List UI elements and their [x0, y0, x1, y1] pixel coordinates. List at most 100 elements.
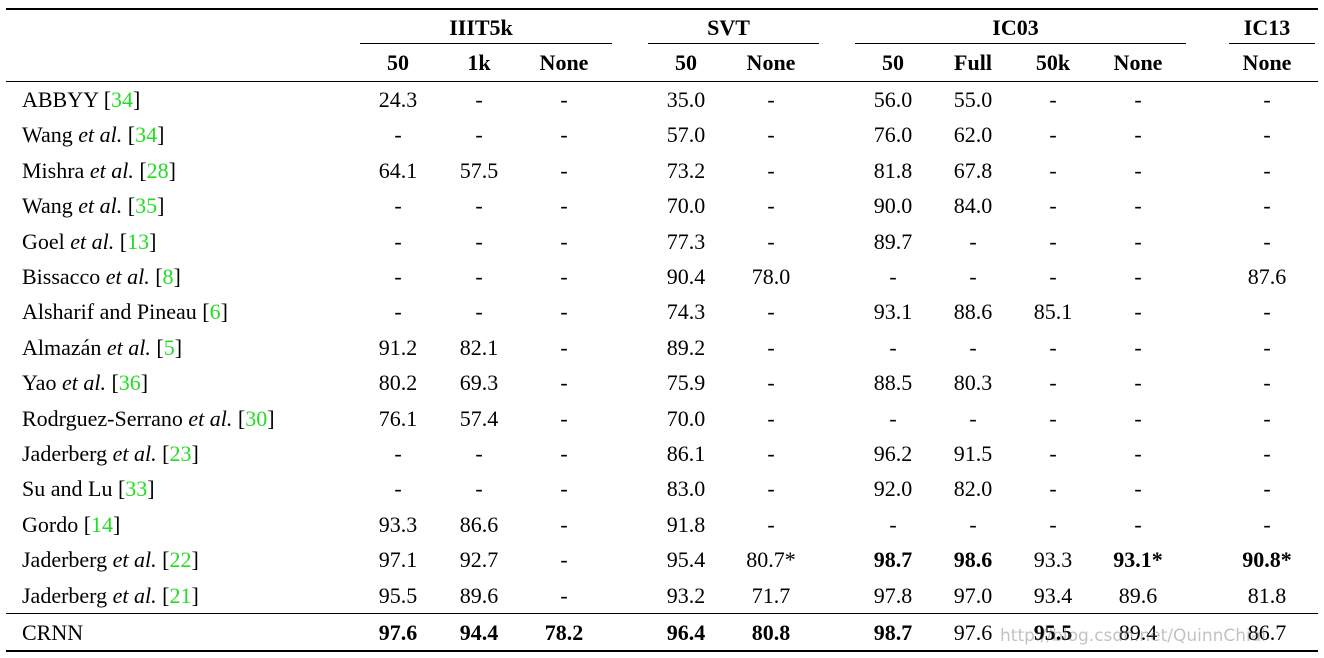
- method-name: Rodrguez-Serrano et al. [30]: [22, 405, 275, 431]
- et-al: et al.: [61, 370, 106, 396]
- cell: 70.0: [666, 193, 706, 219]
- citation: ]: [191, 582, 199, 608]
- citation: ]: [157, 122, 165, 148]
- rule: [1229, 43, 1315, 44]
- citation: ]: [149, 228, 157, 254]
- cell: 80.8: [751, 620, 791, 645]
- cell: 96.4: [666, 620, 706, 645]
- cell: 64.1: [378, 157, 418, 183]
- cell: 93.2: [666, 582, 706, 608]
- cell: 76.1: [378, 405, 418, 431]
- et-al: et al.: [105, 264, 150, 289]
- cell: -: [1134, 370, 1142, 396]
- cell: -: [767, 476, 775, 502]
- cell: -: [475, 299, 483, 325]
- cell: -: [560, 405, 568, 431]
- method-name: Jaderberg et al. [21]: [22, 582, 199, 608]
- citation: [: [202, 299, 210, 325]
- cell: -: [475, 193, 483, 219]
- method-name: Wang et al. [34]: [22, 124, 164, 146]
- cell: 92.0: [873, 476, 913, 502]
- cell: -: [969, 511, 977, 537]
- citation: 14: [91, 511, 114, 537]
- citation: 35: [135, 193, 158, 219]
- cell: -: [767, 441, 775, 466]
- citation: 34: [135, 122, 158, 148]
- cell: -: [560, 157, 568, 183]
- cell: -: [1049, 228, 1057, 254]
- citation: [: [117, 476, 126, 502]
- group-header: SVT: [707, 15, 750, 40]
- citation: [: [162, 547, 170, 573]
- rule: [855, 43, 1186, 44]
- cell: -: [767, 122, 775, 148]
- citation: ]: [191, 547, 199, 573]
- cell: -: [1134, 405, 1142, 431]
- citation: [: [111, 370, 119, 396]
- cell: -: [1049, 87, 1057, 112]
- cell: -: [475, 87, 483, 112]
- cell: 97.6: [378, 620, 418, 645]
- cell: -: [560, 476, 568, 502]
- cell: -: [1134, 511, 1142, 537]
- cell: -: [767, 370, 775, 396]
- citation: ]: [174, 334, 183, 360]
- cell: -: [767, 157, 775, 183]
- cell: 97.0: [953, 582, 993, 608]
- cell: -: [1134, 228, 1142, 254]
- cell: 57.5: [459, 157, 499, 183]
- citation: [: [83, 511, 92, 537]
- method-name: Almazán et al. [5]: [22, 334, 183, 360]
- cell: 95.5: [1033, 620, 1073, 645]
- cell: -: [889, 405, 897, 431]
- cell: 80.7*: [746, 547, 796, 573]
- cell: -: [1134, 157, 1142, 183]
- cell: -: [1134, 87, 1142, 112]
- cell: -: [1049, 193, 1057, 219]
- cell: -: [969, 405, 977, 431]
- citation: [: [155, 264, 163, 289]
- method-name: Mishra et al. [28]: [22, 157, 176, 183]
- citation: ]: [173, 264, 181, 289]
- cell: -: [394, 441, 402, 466]
- rule: [360, 43, 612, 44]
- cell: 91.8: [666, 511, 706, 537]
- citation: 34: [111, 87, 134, 112]
- cell: -: [394, 193, 402, 219]
- method: Almazán: [22, 334, 102, 360]
- method: CRNN: [22, 620, 84, 645]
- citation: ]: [113, 511, 121, 537]
- cell: -: [560, 228, 568, 254]
- rule: [648, 43, 819, 44]
- cell: -: [560, 582, 568, 608]
- citation: [: [103, 87, 112, 112]
- cell: -: [1134, 193, 1142, 219]
- method-name: Wang et al. [35]: [22, 195, 164, 217]
- method: Alsharif and Pineau: [22, 299, 197, 325]
- cell: 93.1: [873, 299, 913, 325]
- method: Su and Lu: [22, 476, 113, 502]
- citation: ]: [157, 193, 165, 219]
- method: Bissacco: [22, 264, 101, 289]
- citation: [: [162, 582, 170, 608]
- citation: ]: [267, 405, 275, 431]
- citation: 28: [146, 157, 169, 183]
- et-al: et al.: [78, 193, 123, 219]
- column-header: 50k: [1035, 50, 1071, 75]
- method-name: Bissacco et al. [8]: [22, 266, 181, 288]
- cell: -: [475, 476, 483, 502]
- cell: -: [475, 264, 483, 289]
- citation: [: [162, 441, 170, 466]
- cell: -: [1263, 87, 1271, 112]
- column-header: 1k: [467, 50, 491, 75]
- method-name: Goel et al. [13]: [22, 228, 157, 254]
- cell: 95.4: [666, 547, 706, 573]
- cell: 75.9: [666, 370, 706, 396]
- cell: 81.8: [873, 157, 913, 183]
- cell: 57.4: [459, 405, 499, 431]
- cell: 82.1: [459, 334, 499, 360]
- cell: 78.0: [751, 264, 791, 289]
- cell: -: [1134, 441, 1142, 466]
- cell: 69.3: [459, 370, 499, 396]
- method-name: Jaderberg et al. [22]: [22, 549, 199, 571]
